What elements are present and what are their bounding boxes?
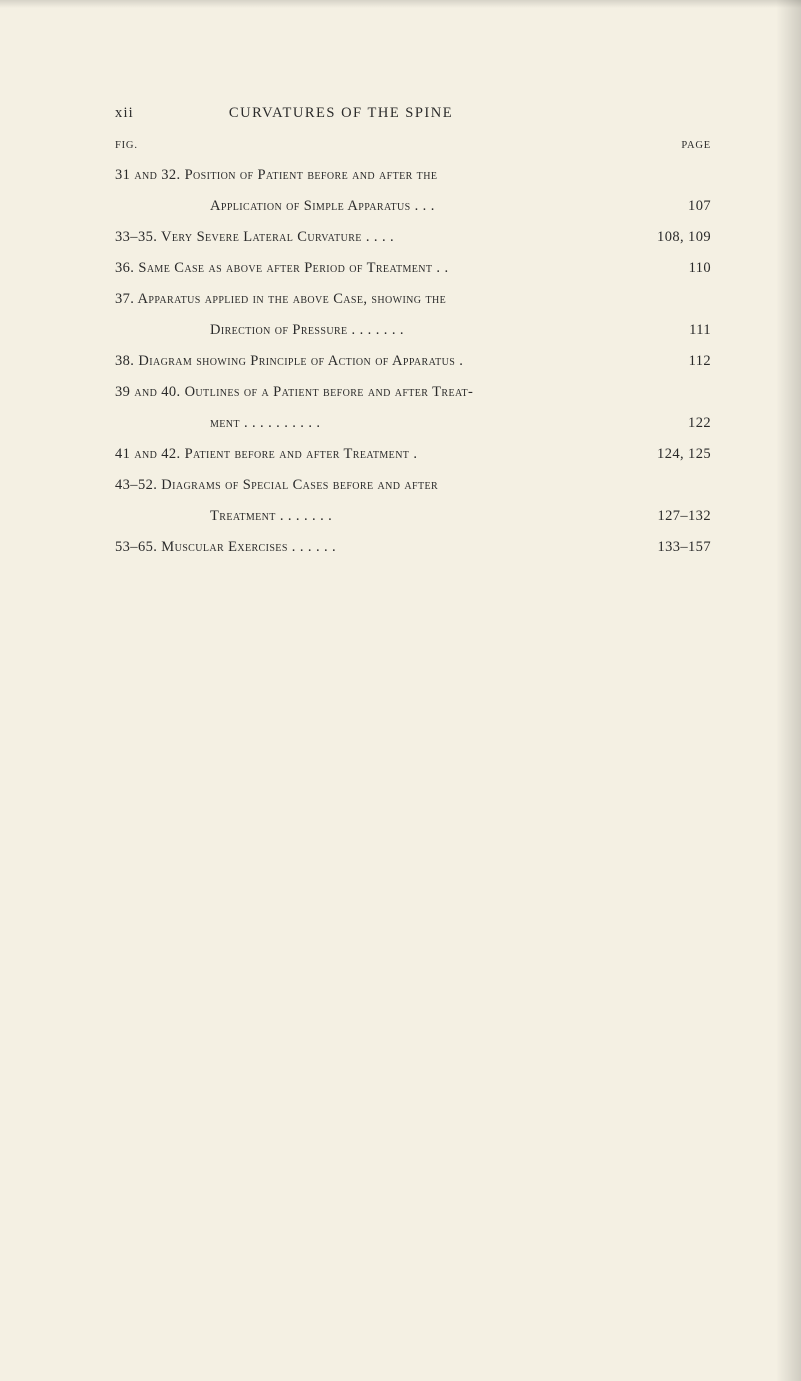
entry-text: 38. Diagram showing Principle of Action …: [115, 353, 455, 369]
entry-dots: .: [440, 260, 448, 276]
entry-dots: . . .: [411, 198, 435, 214]
entry-dots: .: [455, 353, 463, 369]
toc-entry: 43–52. Diagrams of Special Cases before …: [115, 471, 711, 500]
toc-entry: 31 and 32. Position of Patient before an…: [115, 161, 711, 190]
toc-entry: 41 and 42. Patient before and after Trea…: [115, 440, 711, 469]
entry-text: ment: [210, 415, 240, 431]
entry-text: 39 and 40. Outlines of a Patient before …: [115, 384, 473, 400]
entry-page: 111: [689, 316, 711, 345]
entry-text: Application of Simple Apparatus: [210, 198, 411, 214]
page-title: CURVATURES OF THE SPINE: [229, 105, 453, 122]
entry-page: 108, 109: [657, 223, 711, 252]
entry-text: 41 and 42. Patient before and after Trea…: [115, 446, 409, 462]
entry-dots: . . . . . .: [356, 322, 404, 338]
entry-dots: . . . . . . .: [276, 508, 332, 524]
entry-page: 107: [688, 192, 711, 221]
entry-page: 124, 125: [657, 440, 711, 469]
entry-dots: . . .: [370, 229, 394, 245]
toc-entry: 37. Apparatus applied in the above Case,…: [115, 285, 711, 314]
entry-page: 112: [689, 347, 711, 376]
page-top-shadow: [0, 0, 801, 8]
entry-dots: . . . . . . . . . .: [240, 415, 321, 431]
entry-text: 33–35. Very Severe Lateral Curvature .: [115, 229, 370, 245]
toc-entry: 39 and 40. Outlines of a Patient before …: [115, 378, 711, 407]
entry-page: 127–132: [657, 502, 711, 531]
entry-text: 31 and 32. Position of Patient before an…: [115, 167, 437, 183]
entry-text: 36. Same Case as above after Period of T…: [115, 260, 440, 276]
entry-text: Direction of Pressure .: [210, 322, 356, 338]
entry-page: 133–157: [657, 533, 711, 562]
toc-entry: 33–35. Very Severe Lateral Curvature . .…: [115, 223, 711, 252]
entry-text: 37. Apparatus applied in the above Case,…: [115, 291, 446, 307]
page-label: PAGE: [681, 140, 711, 151]
page-header: xii CURVATURES OF THE SPINE: [115, 105, 711, 122]
toc-entry-continuation: Application of Simple Apparatus . . . 10…: [115, 192, 711, 221]
page-container: xii CURVATURES OF THE SPINE FIG. PAGE 31…: [0, 0, 801, 664]
entry-page: 110: [689, 254, 711, 283]
page-number: xii: [115, 105, 134, 122]
page-edge-shadow: [776, 0, 801, 1381]
toc-entry: 38. Diagram showing Principle of Action …: [115, 347, 711, 376]
toc-entry: 53–65. Muscular Exercises . . . . . . 13…: [115, 533, 711, 562]
entry-dots: . . . . . .: [288, 539, 336, 555]
toc-entry-continuation: ment . . . . . . . . . . 122: [115, 409, 711, 438]
entry-dots: .: [409, 446, 417, 462]
entry-text: Treatment: [210, 508, 276, 524]
entry-text: 53–65. Muscular Exercises: [115, 539, 288, 555]
toc-entry-continuation: Treatment . . . . . . . 127–132: [115, 502, 711, 531]
toc-entry: 36. Same Case as above after Period of T…: [115, 254, 711, 283]
entry-page: 122: [688, 409, 711, 438]
entry-text: 43–52. Diagrams of Special Cases before …: [115, 477, 438, 493]
toc-entry-continuation: Direction of Pressure . . . . . . . 111: [115, 316, 711, 345]
fig-label: FIG.: [115, 140, 138, 151]
column-labels: FIG. PAGE: [115, 140, 711, 151]
